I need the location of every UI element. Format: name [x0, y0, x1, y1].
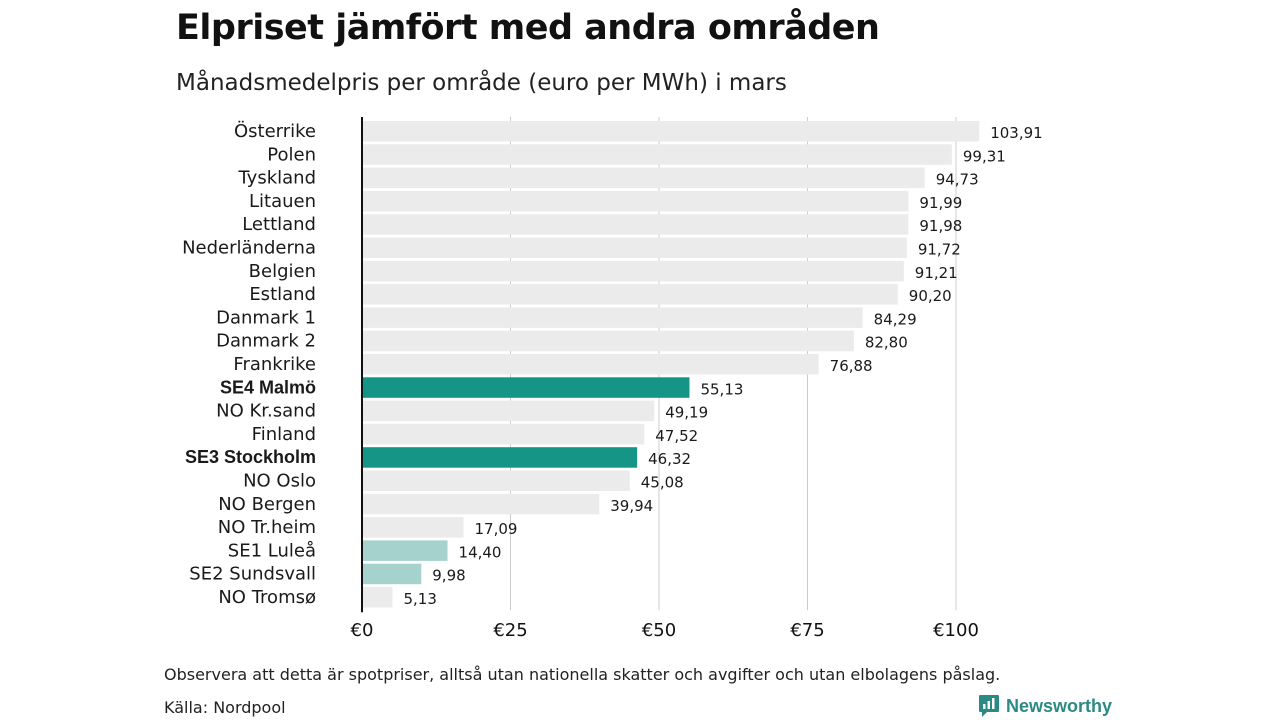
category-label: SE4 Malmö [220, 377, 316, 397]
category-label: Finland [252, 424, 316, 445]
category-label: NO Oslo [243, 471, 316, 492]
bar [362, 354, 819, 375]
category-label: SE2 Sundsvall [189, 564, 316, 585]
x-axis-ticks: €0 €25 €50 €75 €100 [351, 620, 979, 641]
category-label: SE3 Stockholm [185, 447, 316, 467]
category-label: Polen [267, 144, 316, 165]
category-label: NO Bergen [218, 494, 316, 515]
value-label: 103,91 [990, 124, 1042, 142]
brand-logo: Newsworthy [978, 694, 1112, 718]
value-label: 91,72 [918, 241, 961, 259]
value-label: 90,20 [909, 287, 952, 305]
value-label: 84,29 [874, 310, 917, 328]
value-label: 46,32 [648, 450, 691, 468]
category-label: Litauen [249, 191, 316, 212]
x-tick-label: €100 [933, 620, 979, 641]
value-label: 47,52 [655, 427, 698, 445]
value-label: 5,13 [403, 590, 436, 608]
bar [362, 260, 904, 282]
value-label: 91,98 [919, 217, 962, 235]
bar [362, 167, 925, 189]
bar [362, 587, 393, 608]
bar [362, 377, 690, 398]
bar [362, 517, 464, 538]
bar [362, 307, 863, 328]
bar [362, 563, 422, 585]
bar [362, 540, 448, 561]
value-label: 9,98 [432, 567, 465, 585]
category-label: Estland [249, 284, 316, 305]
bar [362, 121, 980, 142]
category-label: Frankrike [233, 354, 316, 375]
x-tick-label: €25 [493, 620, 527, 641]
category-label: Tyskland [237, 168, 316, 189]
x-tick-label: €0 [351, 620, 374, 641]
category-label: NO Tromsø [218, 587, 316, 608]
value-label: 91,21 [915, 264, 958, 282]
value-label: 82,80 [865, 334, 908, 352]
category-label: SE1 Luleå [228, 540, 316, 561]
bar [362, 493, 600, 515]
value-label: 99,31 [963, 147, 1006, 165]
value-label: 17,09 [475, 520, 518, 538]
bar [362, 423, 645, 445]
value-label: 91,99 [919, 194, 962, 212]
value-label: 14,40 [459, 543, 502, 561]
value-label: 45,08 [641, 474, 684, 492]
bars [362, 121, 980, 608]
value-label: 39,94 [610, 497, 653, 515]
value-label: 94,73 [936, 171, 979, 189]
brand-name: Newsworthy [1006, 695, 1113, 716]
bar [362, 284, 898, 305]
source-note: Källa: Nordpool [164, 698, 286, 717]
category-label: NO Tr.heim [218, 517, 316, 538]
chart-title: Elpriset jämfört med andra områden [176, 8, 880, 48]
value-label: 55,13 [700, 380, 743, 398]
x-tick-label: €75 [790, 620, 824, 641]
value-label: 76,88 [830, 357, 873, 375]
bar [362, 447, 638, 468]
bar [362, 470, 630, 491]
bar [362, 214, 909, 235]
category-label: Danmark 1 [216, 307, 316, 328]
category-label: Österrike [234, 120, 316, 142]
bar [362, 144, 952, 165]
value-label: 49,19 [665, 404, 708, 422]
category-label: NO Kr.sand [216, 401, 316, 422]
chart-subtitle: Månadsmedelpris per område (euro per MWh… [176, 70, 787, 96]
bar [362, 190, 909, 212]
x-tick-label: €50 [642, 620, 676, 641]
category-label: Nederländerna [182, 238, 316, 259]
bar [362, 400, 655, 422]
bar [362, 237, 907, 258]
footnote: Observera att detta är spotpriser, allts… [164, 665, 1001, 684]
bar [362, 330, 854, 352]
category-label: Danmark 2 [216, 331, 316, 352]
category-label: Belgien [249, 261, 316, 282]
newsworthy-logo-icon [979, 695, 999, 717]
category-label: Lettland [242, 214, 316, 235]
value-labels: 103,91 99,31 94,73 91,99 91,98 91,72 91,21 90,2… [403, 124, 1042, 608]
